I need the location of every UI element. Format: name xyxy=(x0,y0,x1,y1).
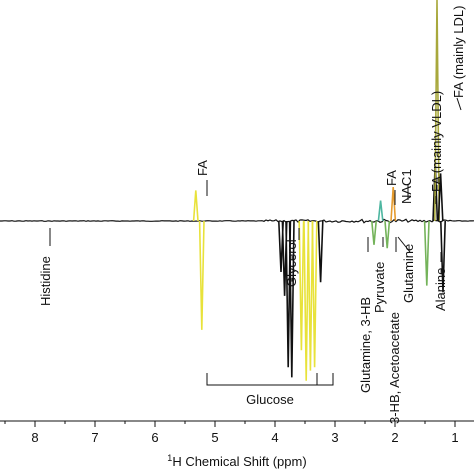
x-axis-label-superscript: 1 xyxy=(167,453,172,463)
spectrum-peak-15 xyxy=(423,220,430,286)
x-tick-label-0: 8 xyxy=(31,430,38,445)
annotation-label-2: Glycerol xyxy=(284,239,299,287)
annotation-label-10: Alanine xyxy=(433,268,448,311)
x-tick-label-6: 2 xyxy=(391,430,398,445)
annotation-label-5: 3-HB, Acetoacetate xyxy=(387,312,402,424)
spectrum-peak-9 xyxy=(311,220,318,368)
spectrum-peak-10 xyxy=(317,220,324,283)
annotation-label-1: Histidine xyxy=(38,256,53,306)
bracket-glucose-0 xyxy=(206,373,334,386)
spectrum-peak-5 xyxy=(288,220,295,378)
annotation-label-4: Pyruvate xyxy=(372,262,387,313)
annotation-label-9: FA (mainly VLDL) xyxy=(429,91,444,192)
annotation-leader-6 xyxy=(397,236,411,253)
spectrum-peak-19 xyxy=(440,220,446,293)
spectrum-peak-1 xyxy=(198,220,205,330)
spectrum-peak-18 xyxy=(437,173,444,222)
spectrum-peak-0 xyxy=(192,190,199,222)
x-tick-label-7: 1 xyxy=(451,430,458,445)
annotation-label-0: FA xyxy=(195,160,210,176)
annotation-label-6: Glutamine xyxy=(401,244,416,303)
spectrum-peak-17 xyxy=(434,0,440,222)
annotation-label-7: FA xyxy=(384,170,399,186)
annotation-label-3: Glutamine, 3-HB xyxy=(358,297,373,393)
spectrum-peak-8 xyxy=(307,220,314,371)
spectrum-peak-14 xyxy=(390,186,397,222)
spectrum-peak-11 xyxy=(371,220,377,245)
annotation-leader-11 xyxy=(456,97,462,111)
x-tick-label-3: 5 xyxy=(211,430,218,445)
x-axis-label-text: H Chemical Shift (ppm) xyxy=(172,454,306,469)
spectrum-baseline xyxy=(0,218,474,224)
spectrum-peak-7 xyxy=(303,220,310,381)
x-tick-label-2: 6 xyxy=(151,430,158,445)
x-tick-label-4: 4 xyxy=(271,430,278,445)
annotation-label-8: NAC1 xyxy=(399,169,414,204)
x-tick-label-5: 3 xyxy=(331,430,338,445)
annotation-label-11: FA (mainly LDL) xyxy=(451,6,466,98)
spectrum-peak-6 xyxy=(298,220,305,351)
annotation-label-12: Glucose xyxy=(246,392,294,407)
spectrum-peak-12 xyxy=(377,200,384,222)
spectrum-peak-13 xyxy=(384,220,391,249)
x-tick-label-1: 7 xyxy=(91,430,98,445)
x-axis-label: 1H Chemical Shift (ppm) xyxy=(167,453,306,469)
